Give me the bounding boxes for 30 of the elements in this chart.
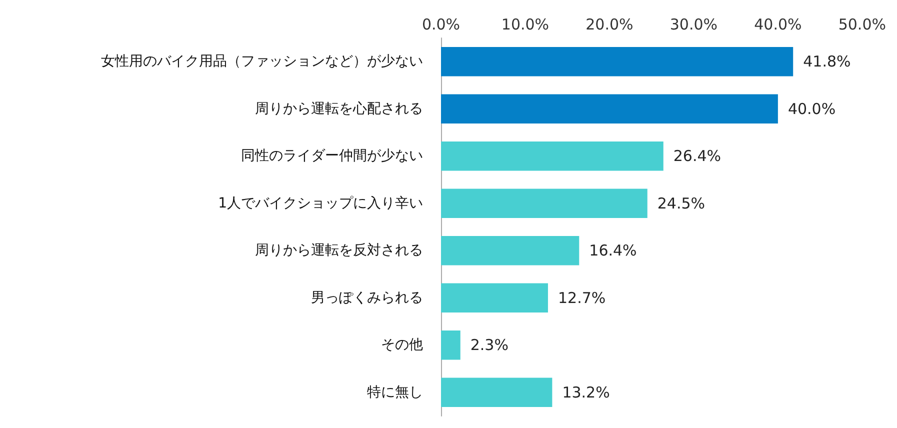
data-label: 41.8% <box>803 52 851 71</box>
bar <box>441 94 778 124</box>
x-tick-label: 50.0% <box>838 16 886 34</box>
bar <box>441 46 794 76</box>
y-tick-label: 1人でバイクショップに入り辛い <box>218 195 423 212</box>
y-tick-label: その他 <box>381 337 423 354</box>
y-tick-label: 女性用のバイク用品（ファッションなど）が少ない <box>101 54 423 70</box>
x-tick-label: 40.0% <box>754 16 802 34</box>
y-tick-label: 周りから運転を反対される <box>255 242 423 259</box>
bar <box>441 188 648 218</box>
x-tick-label: 20.0% <box>586 16 634 34</box>
data-label: 13.2% <box>562 383 610 402</box>
bar <box>441 378 552 408</box>
y-tick-label: 同性のライダー仲間が少ない <box>241 148 423 164</box>
data-label: 2.3% <box>470 336 508 354</box>
data-label: 26.4% <box>673 147 722 166</box>
y-tick-label: 特に無し <box>367 384 423 400</box>
data-label: 40.0% <box>788 100 836 118</box>
x-tick-label: 30.0% <box>670 16 718 34</box>
x-tick-label: 0.0% <box>422 16 460 34</box>
data-label: 16.4% <box>589 242 637 260</box>
bar <box>441 236 580 266</box>
x-tick-label: 10.0% <box>501 16 550 34</box>
bar <box>441 330 460 360</box>
bar <box>441 283 548 313</box>
y-tick-label: 周りから運転を心配される <box>255 100 423 117</box>
data-label: 12.7% <box>558 288 606 307</box>
bar <box>441 141 664 171</box>
y-tick-label: 男っぽくみられる <box>311 290 423 306</box>
data-label: 24.5% <box>657 194 706 212</box>
